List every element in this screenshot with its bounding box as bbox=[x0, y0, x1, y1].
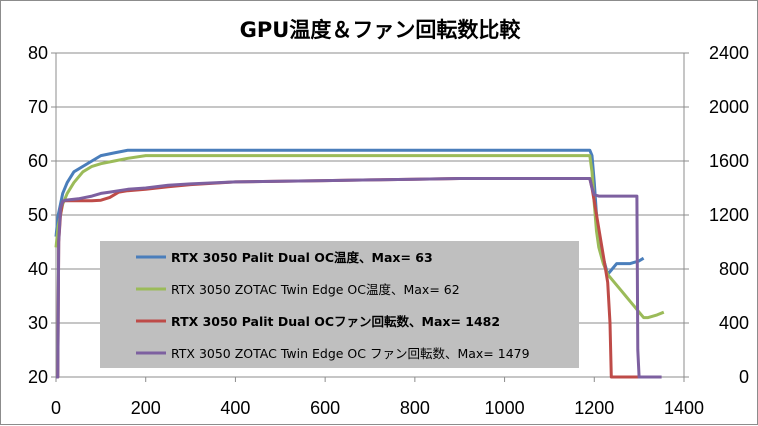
legend-label-4: RTX 3050 ZOTAC Twin Edge OC ファン回転数、Max= … bbox=[171, 346, 530, 361]
y2-tick-label-2400: 2400 bbox=[709, 43, 749, 63]
x-tick-label-0: 0 bbox=[51, 398, 61, 418]
x-tick-label-1400: 1400 bbox=[664, 398, 704, 418]
series-line-4 bbox=[56, 177, 662, 379]
y-tick-label-30: 30 bbox=[28, 313, 48, 333]
axes bbox=[51, 52, 689, 382]
y2-tick-label-1200: 1200 bbox=[709, 205, 749, 225]
legend-label-2: RTX 3050 ZOTAC Twin Edge OC温度、Max= 62 bbox=[171, 282, 460, 297]
y2-tick-label-800: 800 bbox=[719, 259, 749, 279]
y-tick-label-50: 50 bbox=[28, 205, 48, 225]
series-line-1 bbox=[54, 148, 645, 276]
y-tick-label-70: 70 bbox=[28, 97, 48, 117]
legend: RTX 3050 Palit Dual OC温度、Max= 63 RTX 3050… bbox=[100, 241, 579, 368]
y-tick-label-80: 80 bbox=[28, 43, 48, 63]
series-lines bbox=[54, 148, 665, 379]
series-line-2 bbox=[54, 154, 665, 320]
y-tick-label-60: 60 bbox=[28, 151, 48, 171]
y2-tick-label-1600: 1600 bbox=[709, 151, 749, 171]
y2-tick-label-2000: 2000 bbox=[709, 97, 749, 117]
x-tick-label-1200: 1200 bbox=[574, 398, 614, 418]
legend-label-1: RTX 3050 Palit Dual OC温度、Max= 63 bbox=[171, 250, 433, 265]
x-tick-label-400: 400 bbox=[220, 398, 250, 418]
chart-title: GPU温度＆ファン回転数比較 bbox=[240, 18, 522, 42]
x-tick-label-600: 600 bbox=[310, 398, 340, 418]
x-tick-label-1000: 1000 bbox=[485, 398, 525, 418]
legend-box bbox=[100, 241, 579, 368]
x-tick-label-800: 800 bbox=[400, 398, 430, 418]
x-tick-label-200: 200 bbox=[131, 398, 161, 418]
y-tick-label-20: 20 bbox=[28, 367, 48, 387]
y2-tick-label-0: 0 bbox=[739, 367, 749, 387]
y2-tick-label-400: 400 bbox=[719, 313, 749, 333]
y-tick-label-40: 40 bbox=[28, 259, 48, 279]
legend-label-3: RTX 3050 Palit Dual OCファン回転数、Max= 1482 bbox=[171, 314, 500, 329]
